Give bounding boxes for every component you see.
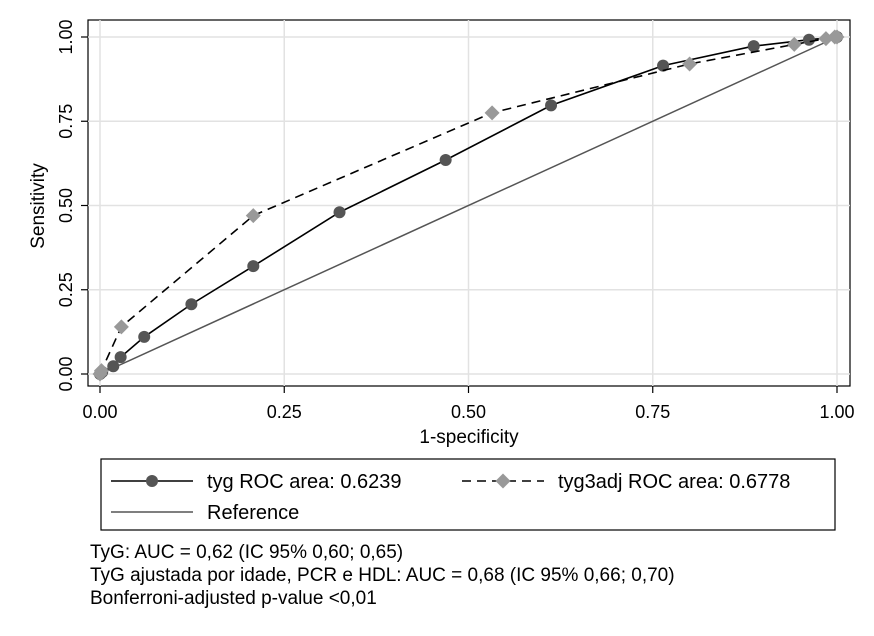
x-tick-label: 0.50	[451, 402, 486, 422]
series-1-point	[682, 56, 698, 72]
note-tyg-auc: TyG: AUC = 0,62 (IC 95% 0,60; 0,65)	[90, 542, 404, 563]
series-1-point	[484, 105, 500, 121]
x-axis-title: 1-specificity	[419, 427, 519, 448]
legend-label-1: tyg3adj ROC area: 0.6778	[558, 471, 790, 493]
legend-box	[100, 458, 836, 531]
series-1-point	[93, 363, 109, 379]
legend-label-2: Reference	[207, 502, 299, 524]
grid-lines	[88, 20, 850, 386]
axes: 0.00 0.25 0.50 0.75 1.00 0.00 0.25 0.50 0.75 1.00	[56, 19, 855, 422]
series-0-point	[138, 330, 151, 343]
series-0-point	[802, 33, 815, 46]
legend-label-0: tyg ROC area: 0.6239	[207, 471, 402, 493]
series-0-point	[747, 40, 760, 53]
roc-chart: 0.00 0.25 0.50 0.75 1.00 0.00 0.25 0.50 0.75 1.00…	[28, 19, 855, 531]
notes: TyG: AUC = 0,62 (IC 95% 0,60; 0,65) TyG …	[90, 541, 675, 610]
series-1-point	[829, 29, 845, 45]
legend-marker-0	[146, 475, 158, 487]
note-bonferroni: Bonferroni-adjusted p-value <0,01	[90, 588, 377, 609]
series-layer	[92, 29, 845, 382]
x-tick-label: 0.25	[267, 402, 302, 422]
series-0-point	[333, 206, 346, 219]
series-0-point	[657, 59, 670, 72]
legend: tyg ROC area: 0.6239 tyg3adj ROC area: 0.…	[100, 458, 836, 531]
series-0-point	[545, 99, 558, 112]
y-tick-label: 0.25	[56, 272, 76, 307]
series-0-point	[107, 360, 120, 373]
legend-marker-1	[495, 473, 511, 489]
series-line-2	[99, 36, 838, 375]
x-tick-label: 1.00	[819, 402, 854, 422]
series-1-point	[113, 319, 129, 335]
y-tick-label: 1.00	[56, 19, 76, 54]
series-1-point	[786, 36, 802, 52]
series-0-point	[185, 298, 198, 311]
x-tick-label: 0.00	[82, 402, 117, 422]
y-tick-label: 0.75	[56, 104, 76, 139]
y-tick-label: 0.00	[56, 356, 76, 391]
y-tick-label: 0.50	[56, 188, 76, 223]
series-0-point	[247, 260, 260, 273]
note-tyg-adjusted-auc: TyG ajustada por idade, PCR e HDL: AUC =…	[90, 565, 675, 586]
series-0-point	[114, 351, 127, 364]
y-axis-title: Sensitivity	[28, 163, 49, 249]
series-0-point	[439, 154, 452, 167]
x-tick-label: 0.75	[635, 402, 670, 422]
series-1-point	[245, 208, 261, 224]
